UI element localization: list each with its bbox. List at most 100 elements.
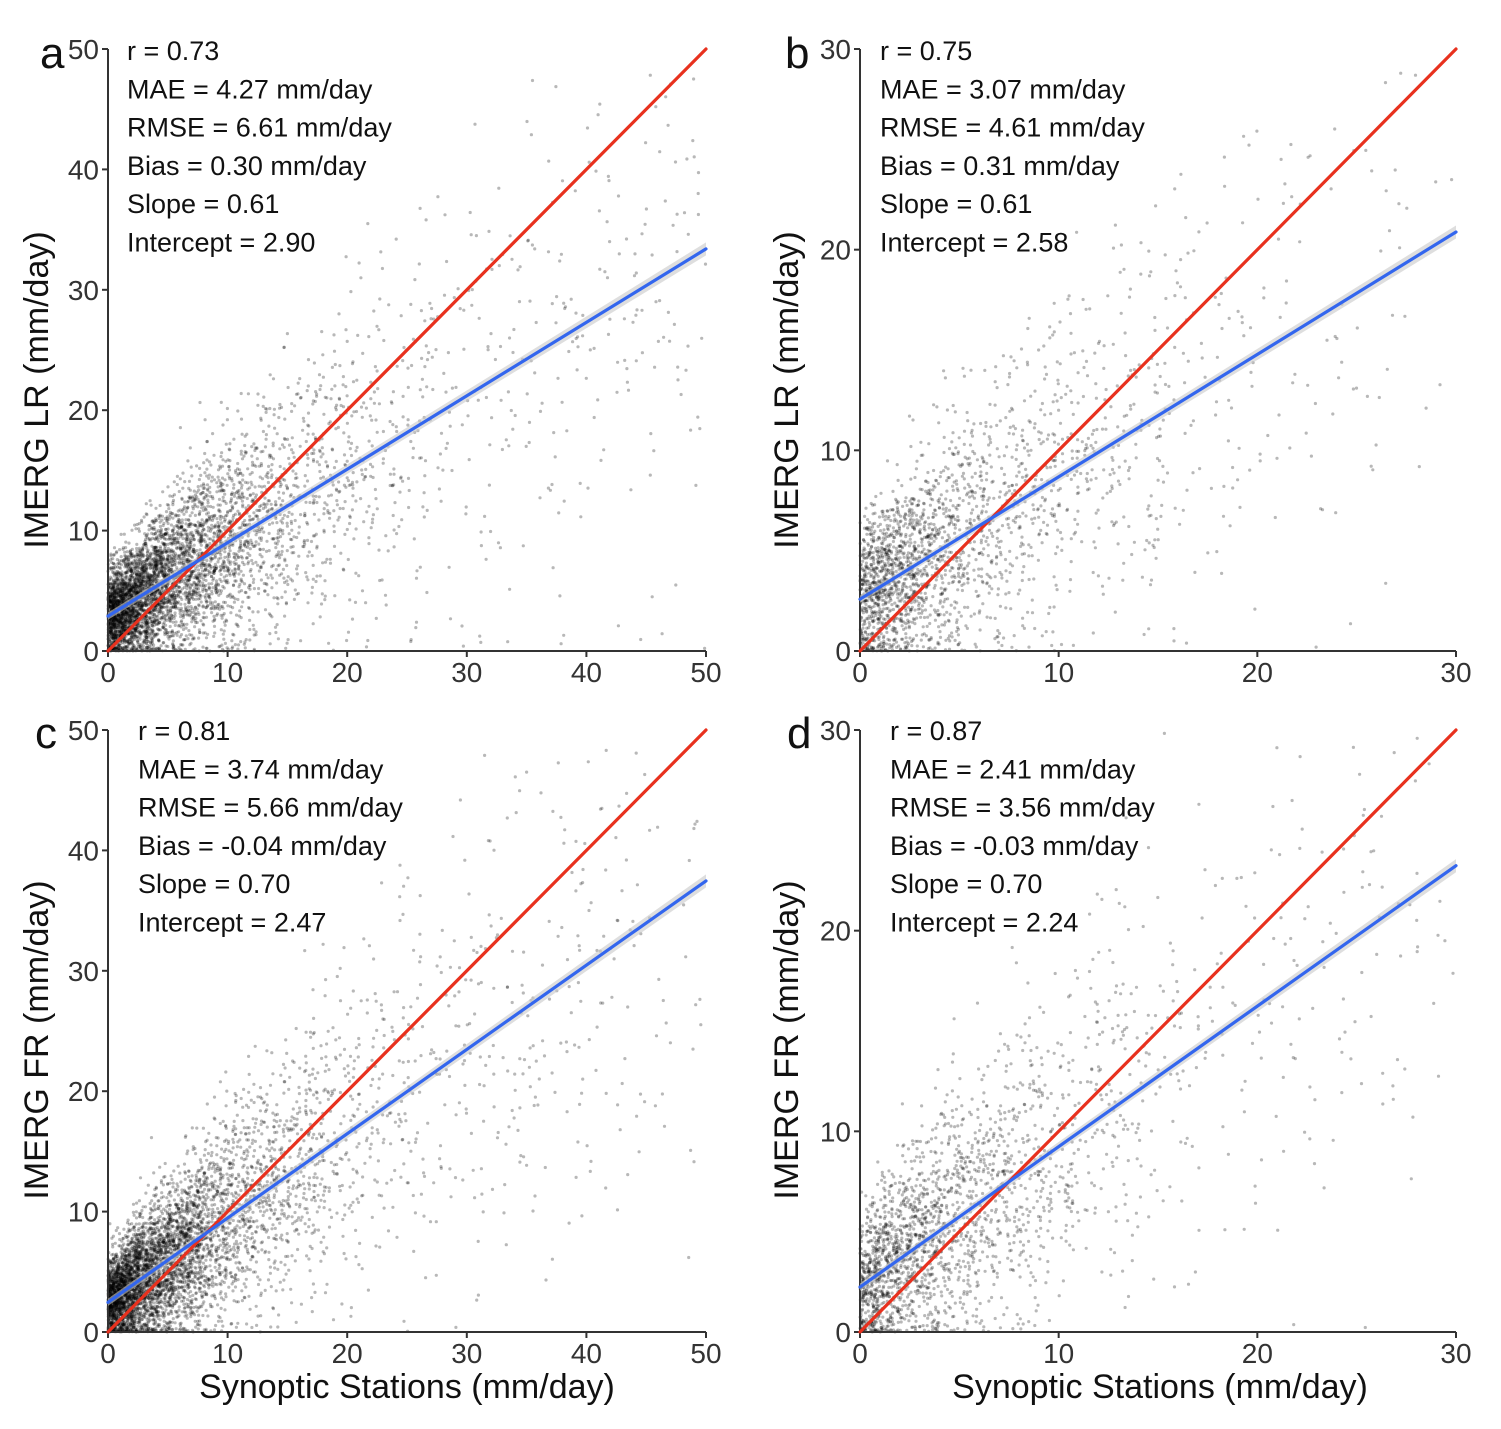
scatter-point (122, 532, 126, 536)
scatter-point (185, 532, 189, 536)
scatter-point (226, 472, 230, 476)
scatter-point (123, 571, 127, 576)
scatter-point (254, 540, 258, 544)
scatter-point (337, 515, 341, 519)
scatter-point (270, 576, 274, 580)
scatter-point (216, 475, 220, 479)
scatter-point (366, 222, 370, 226)
scatter-point (219, 591, 223, 596)
scatter-point (395, 532, 399, 536)
scatter-point (562, 633, 566, 637)
scatter-point (240, 499, 244, 503)
scatter-point (158, 524, 162, 529)
scatter-point (117, 625, 121, 630)
scatter-point (533, 371, 537, 375)
scatter-point (227, 546, 231, 550)
scatter-point (322, 507, 326, 511)
scatter-point (474, 234, 478, 238)
scatter-point (162, 543, 166, 547)
scatter-point (227, 475, 231, 479)
scatter-point (188, 531, 192, 535)
scatter-point (185, 549, 189, 553)
scatter-point (314, 494, 318, 498)
scatter-point (332, 524, 336, 528)
scatter-point (364, 406, 368, 410)
scatter-point (203, 567, 207, 571)
scatter-point (348, 521, 352, 526)
scatter-point (295, 572, 299, 576)
scatter-point (370, 444, 374, 448)
scatter-point (126, 612, 131, 617)
scatter-point (269, 573, 273, 577)
scatter-point (368, 462, 373, 466)
scatter-point (259, 564, 263, 568)
scatter-point (210, 592, 214, 596)
scatter-point (278, 447, 282, 451)
scatter-point (562, 301, 566, 305)
scatter-point (402, 345, 406, 350)
scatter-point (360, 472, 364, 477)
scatter-point (310, 585, 314, 590)
scatter-point (242, 582, 247, 586)
scatter-point (277, 496, 281, 500)
scatter-point (162, 569, 166, 573)
scatter-point (165, 630, 169, 635)
scatter-point (179, 547, 183, 551)
scatter-point (652, 449, 656, 453)
scatter-point (142, 554, 146, 558)
scatter-point (654, 300, 658, 304)
scatter-point (120, 599, 124, 603)
scatter-point (576, 345, 580, 349)
scatter-point (682, 211, 687, 215)
scatter-point (506, 640, 510, 644)
scatter-point (119, 532, 123, 537)
scatter-point (239, 541, 243, 546)
scatter-point (616, 194, 621, 198)
scatter-point (129, 554, 133, 558)
scatter-point (274, 568, 278, 572)
scatter-point (374, 418, 378, 422)
scatter-point (192, 580, 196, 585)
scatter-point (142, 542, 146, 546)
scatter-point (162, 557, 166, 562)
scatter-point (285, 332, 289, 336)
scatter-point (563, 306, 567, 311)
scatter-point (211, 570, 215, 575)
scatter-point (248, 569, 252, 573)
scatter-point (373, 487, 377, 492)
scatter-point (118, 593, 122, 597)
scatter-point (267, 464, 271, 468)
scatter-point (186, 605, 190, 609)
scatter-point (529, 133, 534, 137)
scatter-point (306, 522, 310, 526)
scatter-point (489, 529, 493, 534)
scatter-point (239, 449, 243, 453)
scatter-point (170, 613, 174, 618)
scatter-point (184, 597, 188, 601)
scatter-point (318, 450, 322, 454)
scatter-point (175, 566, 179, 570)
scatter-point (348, 598, 352, 602)
scatter-point (182, 512, 186, 516)
scatter-point (633, 252, 637, 256)
scatter-point (297, 531, 301, 535)
scatter-point (306, 358, 311, 362)
scatter-point (143, 623, 147, 628)
scatter-point (269, 502, 273, 506)
scatter-point (346, 440, 350, 444)
scatter-point (306, 554, 310, 558)
scatter-point (664, 95, 668, 99)
scatter-point (412, 537, 416, 541)
scatter-point (177, 553, 181, 557)
scatter-point (352, 410, 356, 414)
scatter-point (327, 494, 331, 498)
scatter-point (225, 646, 229, 650)
scatter-point (183, 602, 187, 606)
scatter-point (111, 636, 115, 640)
scatter-point (223, 492, 227, 496)
scatter-point (252, 633, 256, 637)
scatter-point (372, 390, 376, 394)
scatter-point (325, 465, 330, 469)
scatter-point (116, 621, 121, 625)
scatter-point (268, 455, 272, 459)
